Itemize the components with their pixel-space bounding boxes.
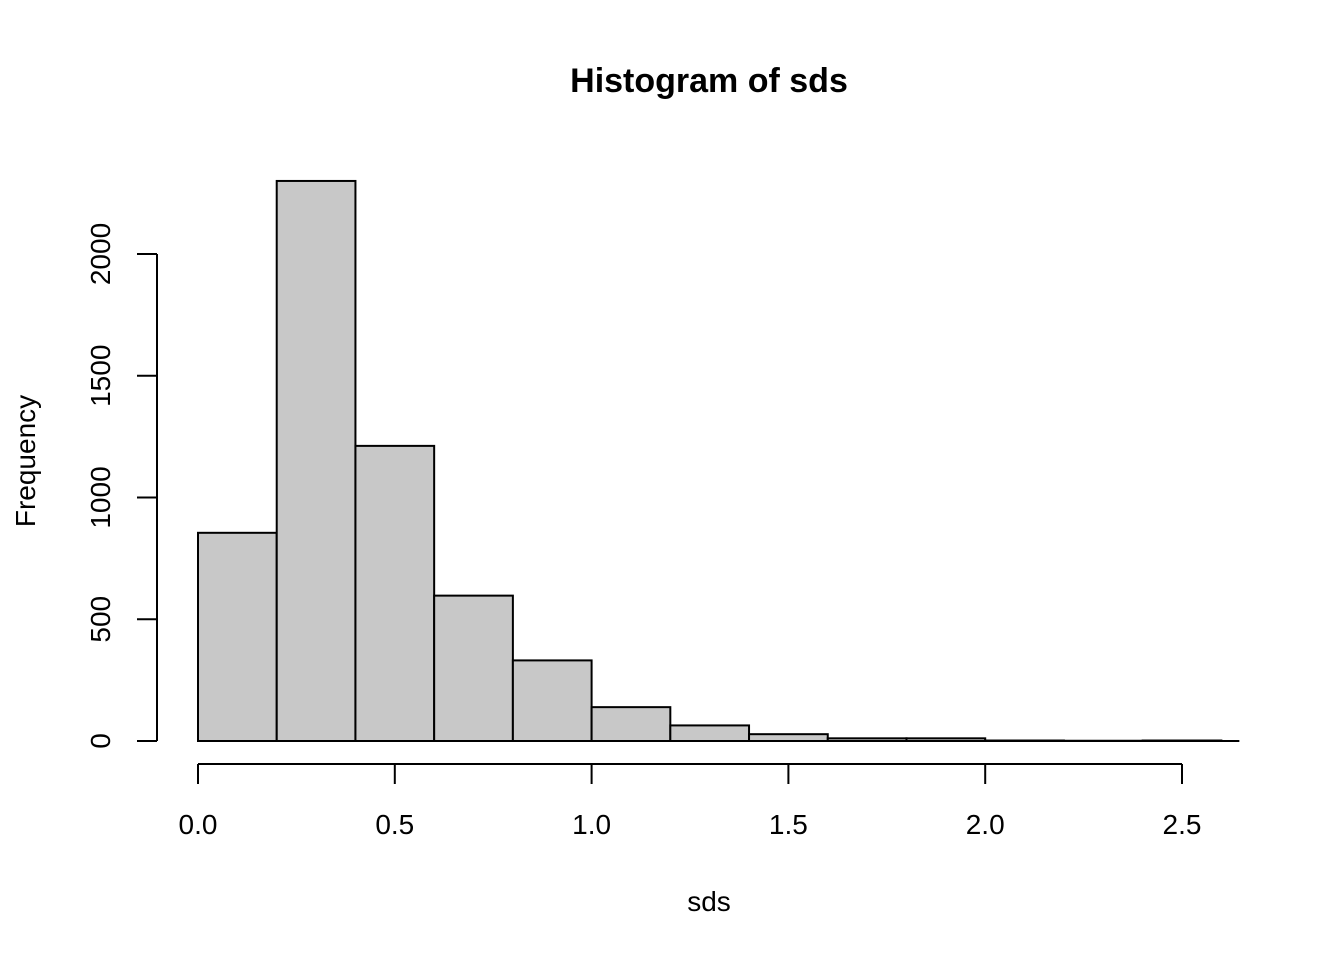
y-tick-label: 1000 [85,466,116,528]
x-tick-label: 1.5 [769,809,808,840]
y-tick-label: 0 [85,733,116,749]
x-axis: 0.0 0.5 1.0 1.5 2.0 2.5 [179,763,1202,840]
x-tick-label: 0.5 [375,809,414,840]
histogram-bar [433,594,514,742]
y-tick-label: 2000 [85,223,116,285]
histogram-bar [354,444,436,742]
histogram-bar [275,179,357,742]
y-axis: 0 500 1000 1500 2000 [85,223,158,749]
y-tick-label: 1500 [85,345,116,407]
x-tick-label: 0.0 [179,809,218,840]
chart-title: Histogram of sds [570,62,848,100]
histogram-bar [511,659,593,742]
y-axis-label: Frequency [10,395,41,527]
histogram-bar [748,733,829,743]
histogram-bar [590,706,672,743]
x-tick-label: 2.0 [966,809,1005,840]
y-tick-label: 500 [85,596,116,643]
x-tick-label: 1.0 [572,809,611,840]
histogram-bar [197,531,278,742]
x-axis-label: sds [687,886,731,917]
histogram-bar [669,724,751,743]
bars-group [197,179,1240,743]
x-tick-label: 2.5 [1163,809,1202,840]
